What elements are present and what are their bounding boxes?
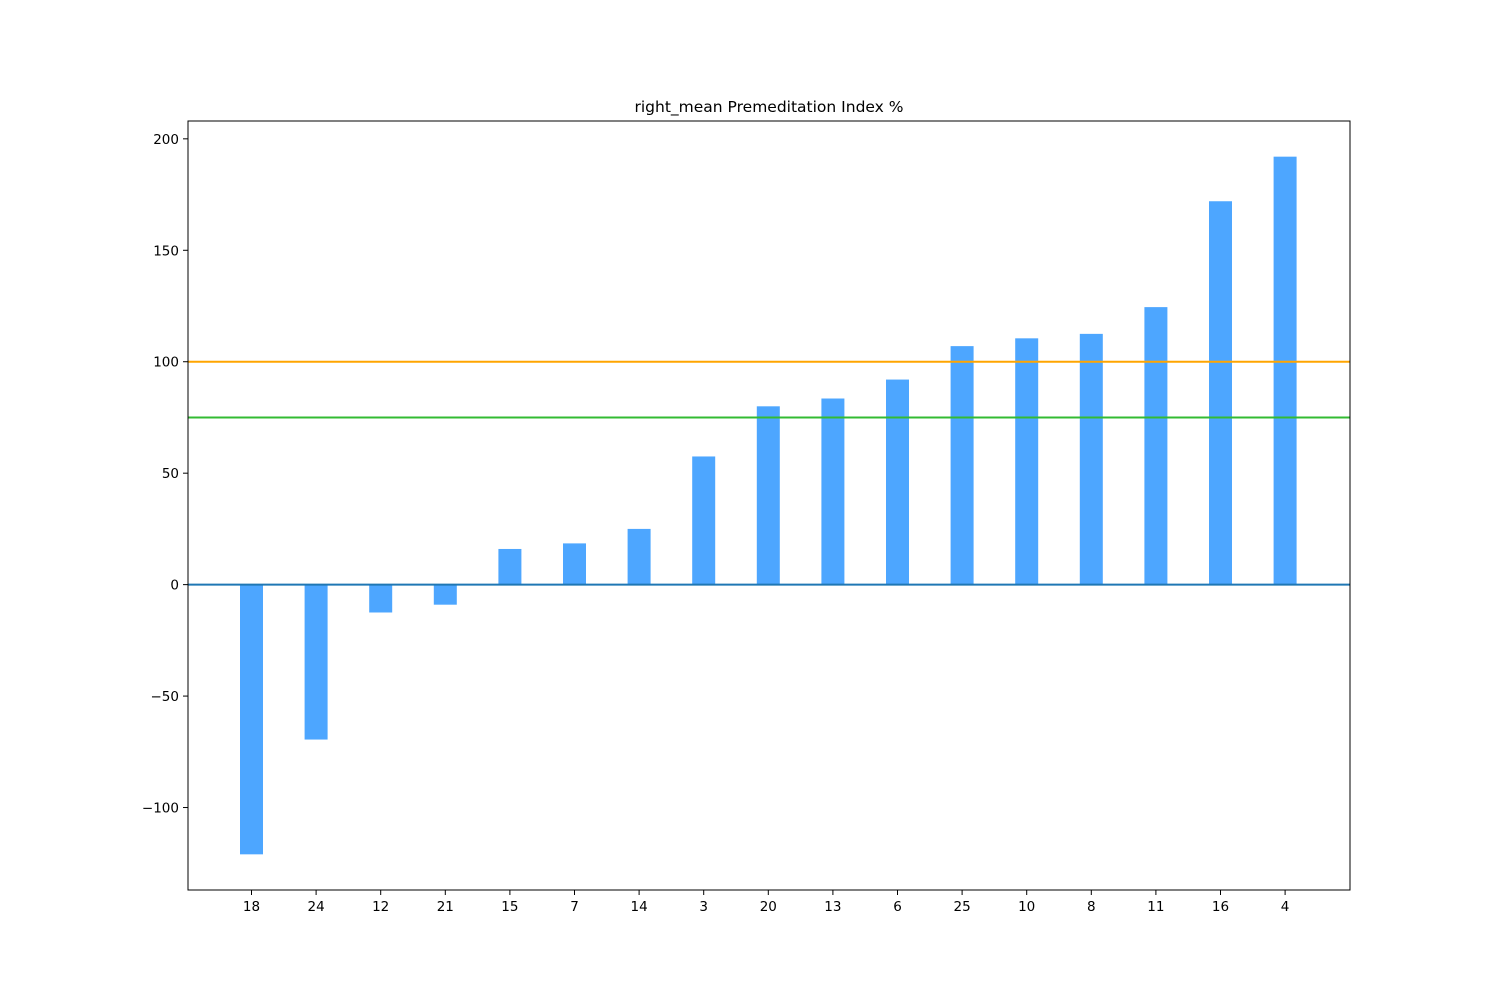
x-tick-label: 8 — [1087, 899, 1096, 915]
y-tick-label: 100 — [153, 355, 179, 371]
bar-4 — [1273, 156, 1297, 585]
bar-18 — [240, 584, 263, 855]
x-tick-label: 18 — [243, 899, 260, 915]
x-tick-label: 12 — [372, 899, 389, 915]
x-tick-label: 24 — [308, 899, 325, 915]
y-tick-label: 200 — [153, 132, 179, 148]
bar-15 — [498, 548, 522, 585]
x-tick-label: 20 — [760, 899, 777, 915]
x-tick-label: 15 — [501, 899, 518, 915]
x-tick-label: 21 — [437, 899, 454, 915]
bar-14 — [627, 528, 651, 585]
x-tick-label: 13 — [824, 899, 841, 915]
bar-13 — [821, 398, 845, 585]
x-tick-label: 16 — [1212, 899, 1229, 915]
bar-6 — [886, 379, 909, 585]
y-tick-label: −100 — [142, 801, 179, 817]
x-tick-label: 3 — [699, 899, 708, 915]
bar-8 — [1079, 333, 1103, 585]
y-tick-label: −50 — [151, 689, 180, 705]
bar-11 — [1144, 307, 1168, 585]
bar-21 — [433, 584, 457, 605]
chart-title: right_mean Premeditation Index % — [635, 98, 904, 117]
bar-7 — [563, 543, 586, 585]
bar-24 — [304, 584, 328, 740]
bar-12 — [369, 584, 393, 613]
plot-area: −100 −50 0 50 100 150 200 18 24 12 21 15 7 14 3 20 13 6 25… — [142, 120, 1351, 915]
x-tick-label: 14 — [631, 899, 648, 915]
bar-25 — [950, 346, 974, 585]
bar-20 — [756, 406, 780, 585]
x-tick-label: 25 — [954, 899, 971, 915]
x-tick-label: 4 — [1281, 899, 1290, 915]
y-tick-label: 150 — [153, 243, 179, 259]
bar-10 — [1015, 338, 1039, 585]
bar-3 — [692, 456, 716, 585]
x-tick-label: 6 — [893, 899, 902, 915]
y-tick-label: 0 — [170, 578, 179, 594]
plot-frame — [187, 120, 1351, 891]
x-tick-label: 10 — [1018, 899, 1035, 915]
bar-16 — [1209, 201, 1232, 585]
x-tick-label: 7 — [570, 899, 579, 915]
y-tick-label: 50 — [162, 466, 179, 482]
x-tick-label: 11 — [1147, 899, 1164, 915]
